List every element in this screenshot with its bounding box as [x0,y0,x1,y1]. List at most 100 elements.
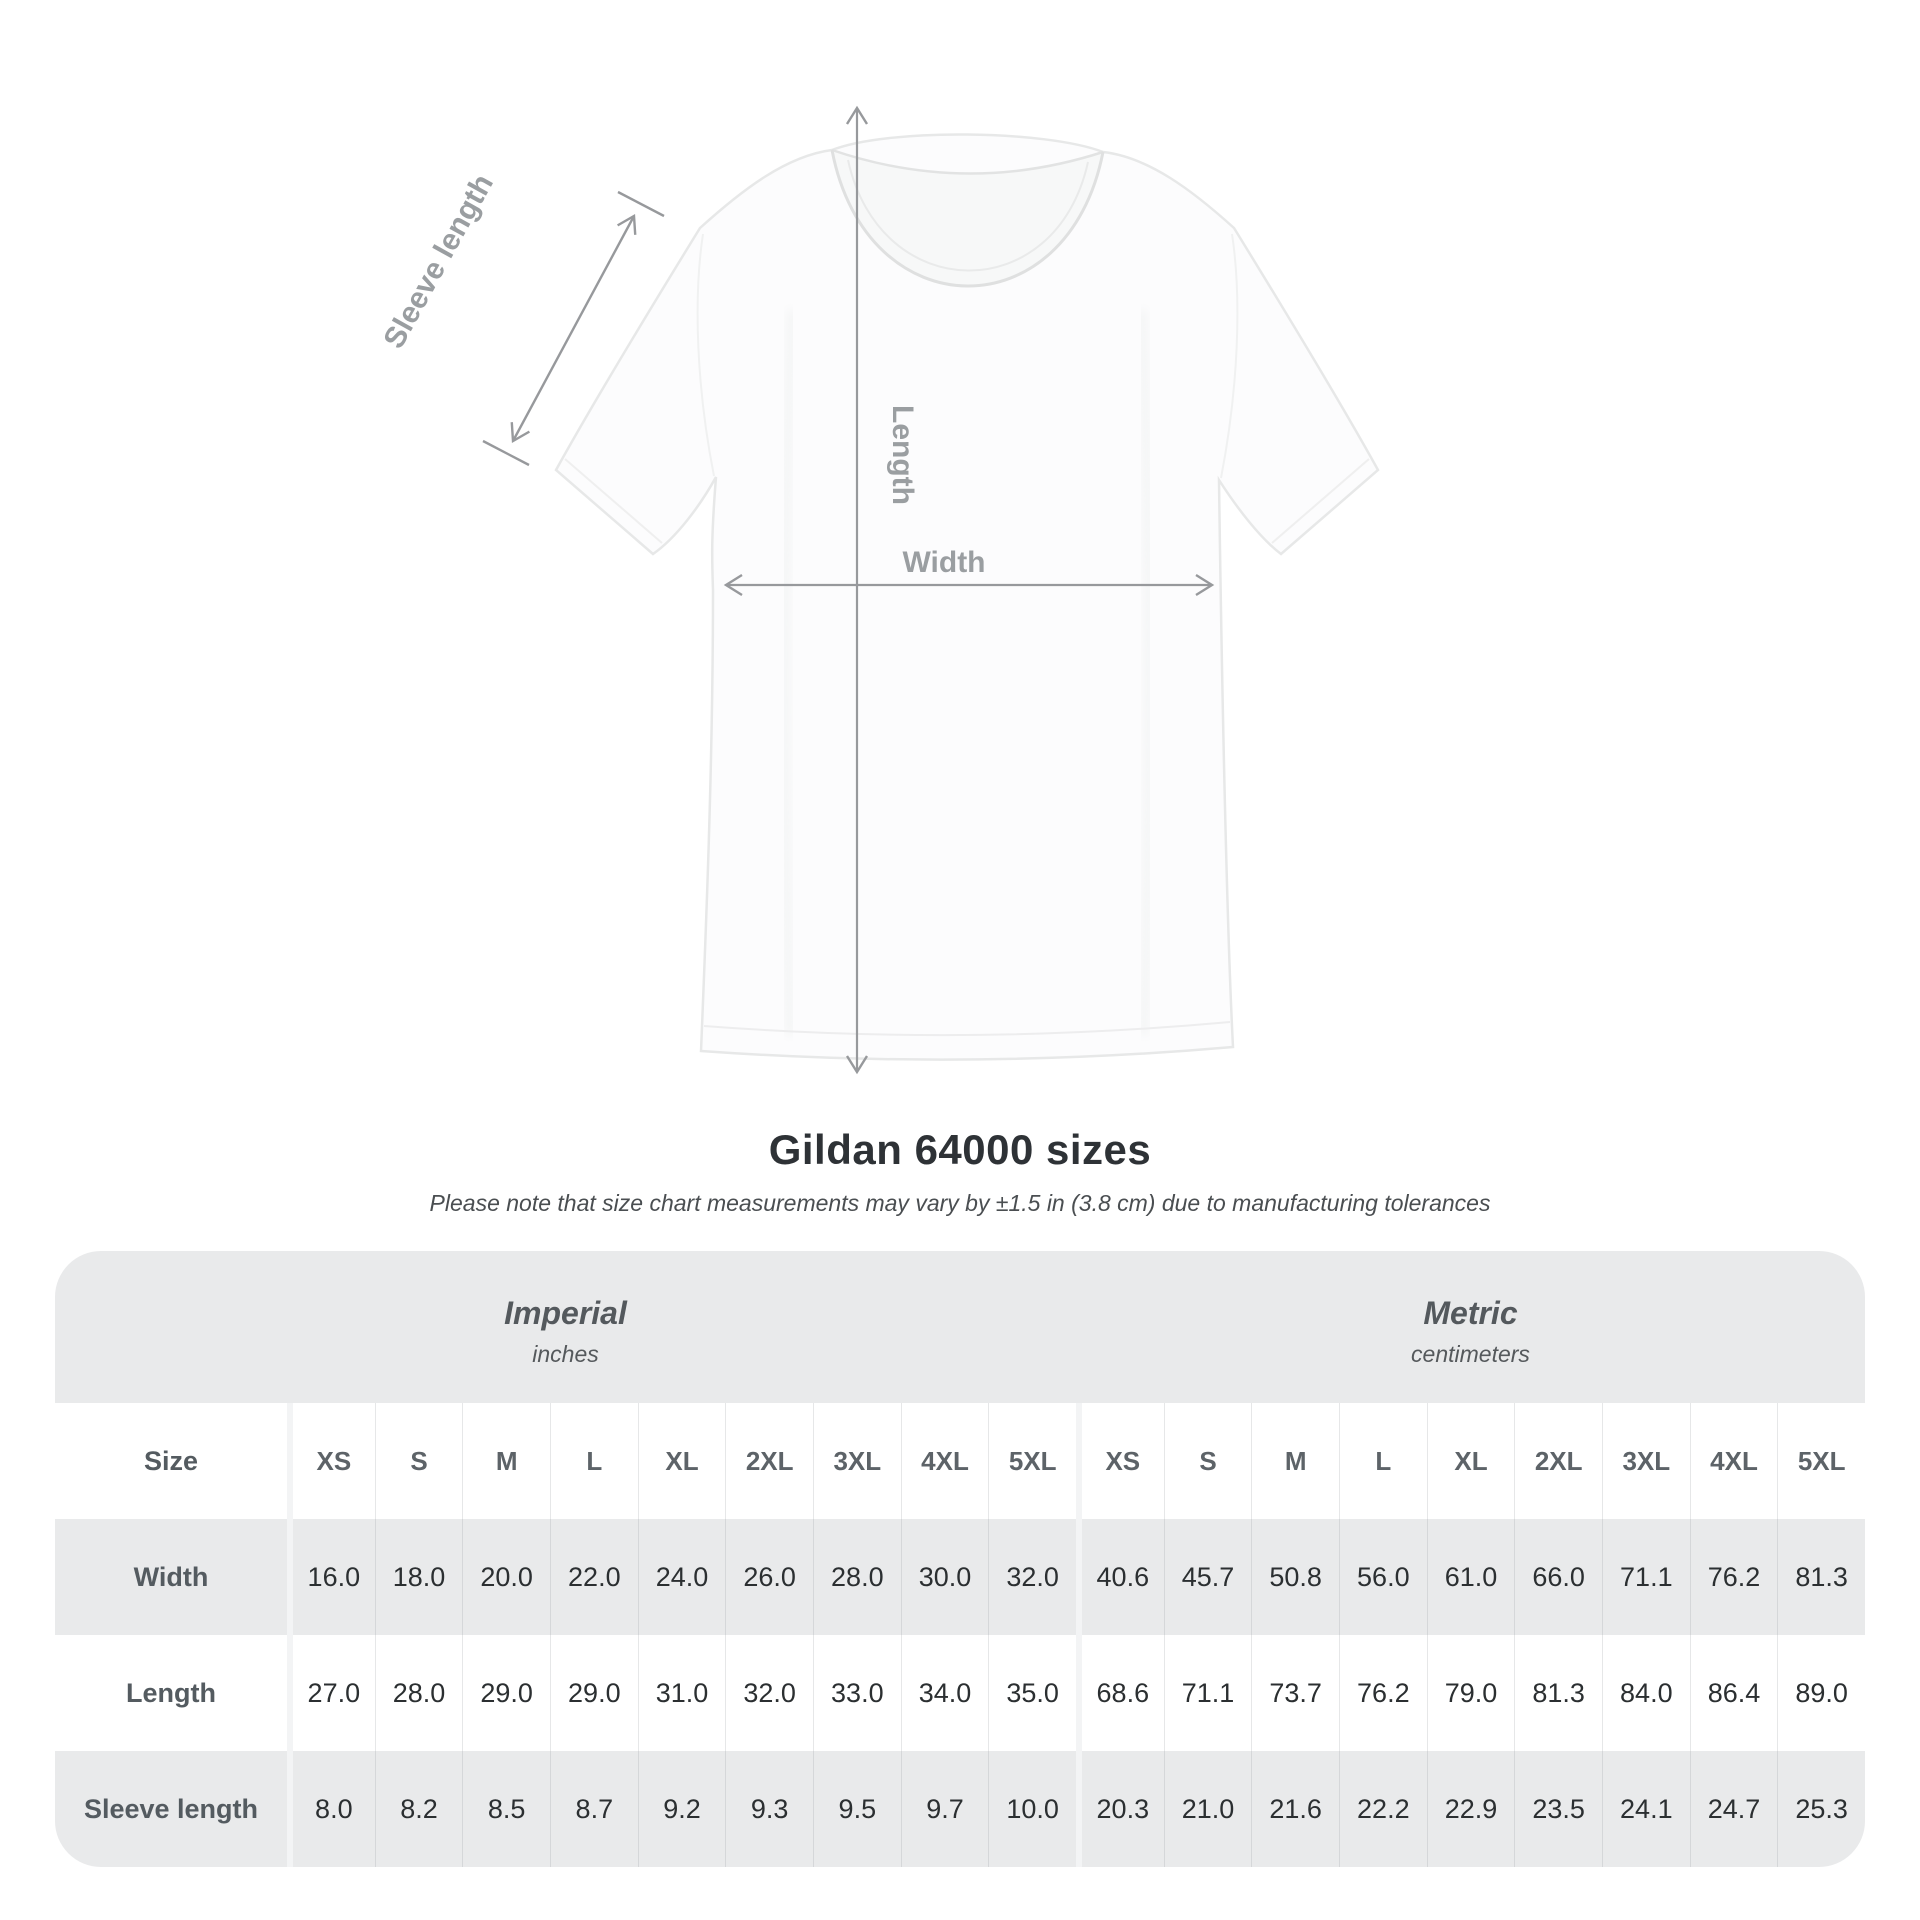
row-width-cell: 56.0 [1338,1519,1427,1635]
row-length-cell: 31.0 [637,1635,726,1751]
size-header-row-cell: L [549,1403,638,1519]
size-header-row-cell: 3XL [1601,1403,1690,1519]
unit-group-name: Imperial [504,1294,627,1331]
size-table: Imperial inches Metric centimeters Size X… [55,1251,1865,1867]
size-header-row-cell: XS [287,1403,375,1519]
row-width-cell: 45.7 [1163,1519,1252,1635]
tolerance-note: Please note that size chart measurements… [429,1190,1491,1216]
row-sleeve-length-cell: 9.3 [725,1751,813,1867]
row-length-cell: 29.0 [549,1635,638,1751]
hem-stitch [703,1021,1231,1037]
row-sleeve-length-cell: 8.5 [462,1751,550,1867]
row-length-cell: 27.0 [287,1635,375,1751]
row-width-cell: 24.0 [637,1519,726,1635]
row-width-cell: 32.0 [988,1519,1076,1635]
armhole-seam-right [1220,233,1239,479]
row-length-cell: 68.6 [1075,1635,1164,1751]
row-length-cell: 73.7 [1251,1635,1339,1751]
size-header-row-cell: M [462,1403,550,1519]
row-sleeve-length-label: Sleeve length [83,1793,259,1824]
row-length-cell: 86.4 [1689,1635,1778,1751]
row-width-cell: 81.3 [1777,1519,1865,1635]
cuff-stitch-left [564,458,663,544]
tshirt-diagram-svg: Sleeve length Length Width [377,105,1380,1075]
row-length-cell: 79.0 [1426,1635,1515,1751]
row-length-cell: 89.0 [1777,1635,1865,1751]
size-header-row-cell: 4XL [900,1403,989,1519]
row-sleeve-length-cell: 23.5 [1514,1751,1602,1867]
length-label: Length [886,405,919,505]
tshirt-measurement-diagram: Sleeve length Length Width [377,105,1380,1075]
row-width-cell: 40.6 [1075,1519,1164,1635]
row-sleeve-length-cell: 9.7 [900,1751,989,1867]
row-length-cell: 84.0 [1601,1635,1690,1751]
end-tick-bottom [482,439,530,467]
size-table-grid: Imperial inches Metric centimeters Size X… [55,1251,1865,1867]
width-label: Width [902,546,985,579]
row-length-cell: 34.0 [900,1635,989,1751]
row-sleeve-length-cell: 9.5 [812,1751,901,1867]
size-header-row-cell: S [374,1403,463,1519]
row-sleeve-length-cell: 9.2 [637,1751,726,1867]
row-sleeve-length-cell: 24.1 [1601,1751,1690,1867]
fabric-fold-right [1137,309,1154,1036]
heading-block: Gildan 64000 sizes Please note that size… [0,1126,1920,1217]
row-length-cell: 35.0 [988,1635,1076,1751]
row-width-cell: 18.0 [374,1519,463,1635]
size-header-row-cell: M [1251,1403,1339,1519]
row-width-cell: 26.0 [725,1519,813,1635]
row-sleeve-length-cell: 20.3 [1075,1751,1164,1867]
row-length-cell: 28.0 [374,1635,463,1751]
row-width-cell: 71.1 [1601,1519,1690,1635]
size-header-row-cell: XL [1426,1403,1515,1519]
row-sleeve-length-cell: 21.6 [1251,1751,1339,1867]
armhole-seam-left [696,233,715,477]
size-header-row-cell: XL [637,1403,726,1519]
size-header-row-cell: 4XL [1689,1403,1778,1519]
size-header-row-cell: S [1163,1403,1252,1519]
row-width-cell: 22.0 [549,1519,638,1635]
unit-group-imperial: Imperial inches [55,1251,1076,1403]
row-sleeve-length-cell: 22.2 [1338,1751,1427,1867]
row-width-cell: 16.0 [287,1519,375,1635]
row-sleeve-length-cell: 24.7 [1689,1751,1778,1867]
tshirt-graphic [554,133,1380,1061]
size-header-row-cell: XS [1075,1403,1164,1519]
row-length-cell: 76.2 [1338,1635,1427,1751]
row-width-cell: 66.0 [1514,1519,1602,1635]
row-length-cell: 33.0 [812,1635,901,1751]
cuff-stitch-right [1271,458,1370,544]
size-header-row-cell: 2XL [1514,1403,1602,1519]
row-width-cell: 28.0 [812,1519,901,1635]
unit-group-name: Metric [1423,1294,1518,1331]
page-title: Gildan 64000 sizes [768,1126,1152,1173]
row-width-cell: 76.2 [1689,1519,1778,1635]
size-header-row-cell: 5XL [988,1403,1076,1519]
end-tick-top [617,190,665,218]
row-sleeve-length-cell: 10.0 [988,1751,1076,1867]
row-sleeve-length-cell: 25.3 [1777,1751,1865,1867]
sleeve-length-arrow [482,190,665,467]
row-width-cell: 30.0 [900,1519,989,1635]
row-sleeve-length-cell: 8.0 [287,1751,375,1867]
size-header-row-cell: 5XL [1777,1403,1865,1519]
row-length-label: Length [55,1635,287,1751]
size-header-row-label: Size [55,1403,287,1519]
unit-group-unit: centimeters [1411,1340,1530,1367]
row-length-cell: 81.3 [1514,1635,1602,1751]
size-header-row-cell: 3XL [812,1403,901,1519]
row-width-cell: 20.0 [462,1519,550,1635]
fabric-fold-left [780,309,797,1036]
unit-group-metric: Metric centimeters [1076,1251,1865,1403]
unit-group-unit: inches [532,1340,599,1367]
row-width-label: Width [133,1561,209,1592]
tshirt-body [554,133,1380,1061]
row-width-cell: 50.8 [1251,1519,1339,1635]
size-header-row-cell: 2XL [725,1403,813,1519]
row-sleeve-length-cell: 8.2 [374,1751,463,1867]
sleeve-length-label: Sleeve length [377,169,500,354]
row-length-cell: 29.0 [462,1635,550,1751]
row-sleeve-length-cell: 8.7 [549,1751,638,1867]
row-length-cell: 32.0 [725,1635,813,1751]
